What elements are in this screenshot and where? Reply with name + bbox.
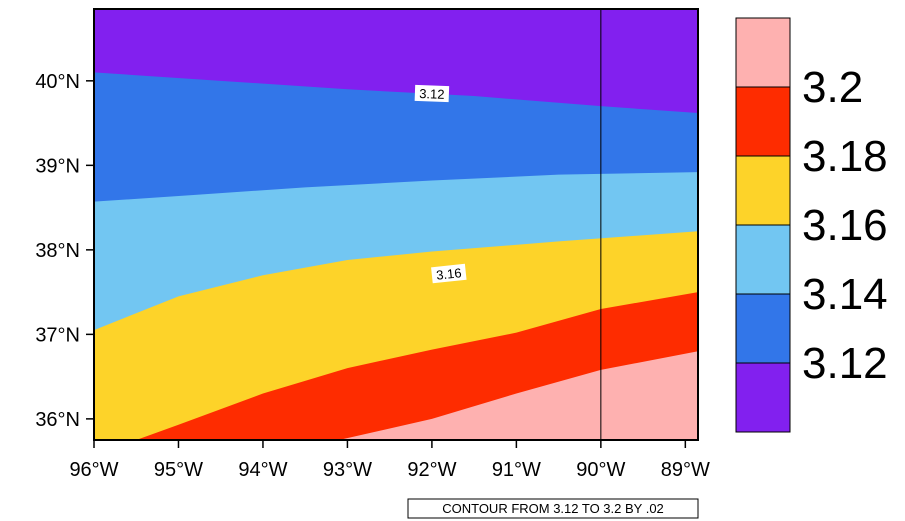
y-tick-label: 39°N [35,155,80,177]
contour-label-bg [431,263,467,284]
colorbar-box [735,155,791,226]
colorbar-box [735,224,791,295]
contour-info-text: CONTOUR FROM 3.12 TO 3.2 BY .02 [442,501,664,516]
colorbar-box [735,17,791,88]
x-tick-label: 92°W [407,459,456,481]
x-tick-label: 95°W [154,459,203,481]
colorbar-label: 3.12 [802,339,888,388]
y-tick-label: 36°N [35,409,80,431]
plot-area: 3.12 3.16 [94,9,698,440]
colorbar-label: 3.14 [802,270,888,319]
x-tick-label: 91°W [492,459,541,481]
colorbar-label: 3.2 [802,63,863,112]
colorbar-box [735,86,791,157]
colorbar-box [735,362,791,433]
plot-frame [93,8,699,441]
x-tick-label: 90°W [576,459,625,481]
colorbar-legend: 3.2 3.18 3.16 3.14 3.12 [735,17,888,433]
x-tick-label: 93°W [323,459,372,481]
x-tick-label: 96°W [69,459,118,481]
axes: 96°W 95°W 94°W 93°W 92°W 91°W 90°W 89°W 36°N 37°N… [35,8,710,481]
contour-fills [94,9,698,440]
y-tick-label: 38°N [35,240,80,262]
contour-info-box: CONTOUR FROM 3.12 TO 3.2 BY .02 [407,498,699,519]
y-tick-label: 37°N [35,324,80,346]
contour-info-frame [407,498,699,519]
contour-label: 3.16 [435,265,462,283]
y-tick-label: 40°N [35,71,80,93]
contour-label-group: 3.12 [414,84,450,103]
contour-label-bg [414,84,450,103]
colorbar-label: 3.18 [802,132,888,181]
x-tick-label: 94°W [238,459,287,481]
x-tick-label: 89°W [661,459,710,481]
colorbar-label: 3.16 [802,201,888,250]
colorbar-box [735,293,791,364]
contour-band-above-3.2 [94,351,698,440]
contour-label-group: 3.16 [431,263,467,284]
contour-label: 3.12 [419,86,445,102]
